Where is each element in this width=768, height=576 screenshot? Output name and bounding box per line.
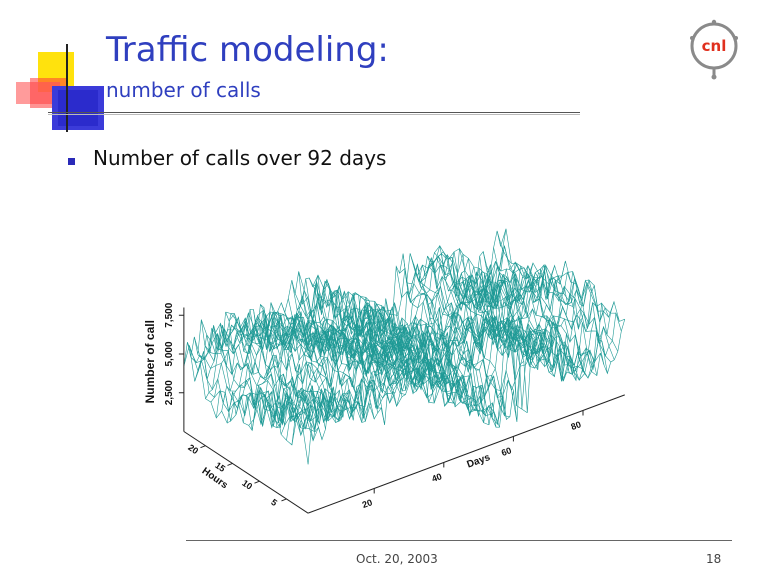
mesh-line-day [207,325,333,424]
x-axis-label: Days [466,452,493,471]
mesh-line-day [183,345,309,465]
chart-axes [178,307,625,514]
mesh-line-day [228,313,354,423]
footer-date: Oct. 20, 2003 [356,552,438,566]
mesh-line-day [277,310,403,408]
mesh-line-day [225,311,350,422]
mesh-line-day [399,267,525,362]
mesh-line-day [465,271,591,381]
z-tick-label: 7,500 [164,302,175,327]
mesh-line-day [308,277,434,389]
y-tick [254,480,260,484]
mesh-line-day [378,322,504,425]
mesh-line-day [375,323,500,428]
mesh-line-day [357,311,483,408]
mesh-line-day [211,325,336,420]
mesh-line-day [232,324,358,418]
mesh-line-day [434,245,559,358]
mesh-line-day [270,302,396,404]
y-tick-label: 20 [186,442,200,456]
mesh-line-day [437,248,563,349]
surface-mesh [183,228,626,465]
y-tick-label: 15 [213,460,227,474]
y-tick [281,498,287,502]
bullet-square-icon [68,158,75,165]
mesh-line-day [496,230,622,332]
mesh-line-day [187,342,312,437]
mesh-line-day [441,253,566,357]
mesh-line-day [221,316,347,425]
page-number: 18 [706,552,722,566]
slide-title: Traffic modeling: [106,30,389,70]
logo-text: cnl [702,37,727,55]
mesh-line-day [368,318,493,412]
mesh-line-day [301,293,427,391]
mesh-line-day [392,314,518,422]
decor-blue-square-2 [58,90,98,126]
y-axis-label: Hours [200,466,230,492]
mesh-line-day [475,271,601,362]
mesh-line-day [235,309,361,421]
mesh-line-hour [259,271,577,428]
mesh-line-day [462,274,587,371]
mesh-line-day [385,298,510,417]
slide-subtitle: number of calls [106,78,261,102]
mesh-line-day [402,253,528,413]
title-underline [48,112,580,113]
mesh-line-day [489,260,615,360]
mesh-line-day [381,317,507,420]
x-axis-line [307,394,625,514]
mesh-line-day [423,264,549,363]
footer-divider [186,540,732,541]
mesh-line-day [388,301,514,398]
mesh-line-day [361,315,486,414]
z-tick-label: 2,500 [164,380,175,405]
x-tick-label: 20 [361,497,374,510]
chart-labels: 20406080Days5101520Hours2,5005,0007,500N… [143,302,583,510]
mesh-line-day [486,265,612,363]
mesh-line-day [350,308,476,417]
bullet-text: Number of calls over 92 days [93,146,387,170]
mesh-line-day [500,228,625,322]
calls-surface-chart: 20406080Days5101520Hours2,5005,0007,500N… [143,228,626,514]
mesh-line-day [214,322,340,423]
decor-vertical-line [66,44,68,132]
y-axis-line [183,431,309,514]
mesh-line-day [239,319,365,415]
mesh-line-day [305,278,431,384]
x-tick-label: 40 [430,471,443,484]
mesh-line-day [468,279,594,379]
y-tick-label: 5 [269,497,279,508]
x-tick-label: 60 [500,445,513,458]
y-tick [200,445,206,449]
title-underline-shadow [48,114,580,115]
mesh-line-day [482,251,608,374]
mesh-line-day [458,275,584,382]
y-tick [227,462,233,466]
cnl-logo-icon: cnl [690,19,738,80]
z-tick-label: 5,000 [164,341,175,366]
mesh-line-day [347,304,472,407]
mesh-line-day [274,316,399,393]
mesh-line-day [281,302,406,395]
y-tick-label: 10 [240,478,254,492]
x-tick-label: 80 [570,419,583,432]
mesh-line-day [201,319,326,430]
z-axis-label: Number of call [143,320,157,403]
mesh-line-day [194,336,319,442]
